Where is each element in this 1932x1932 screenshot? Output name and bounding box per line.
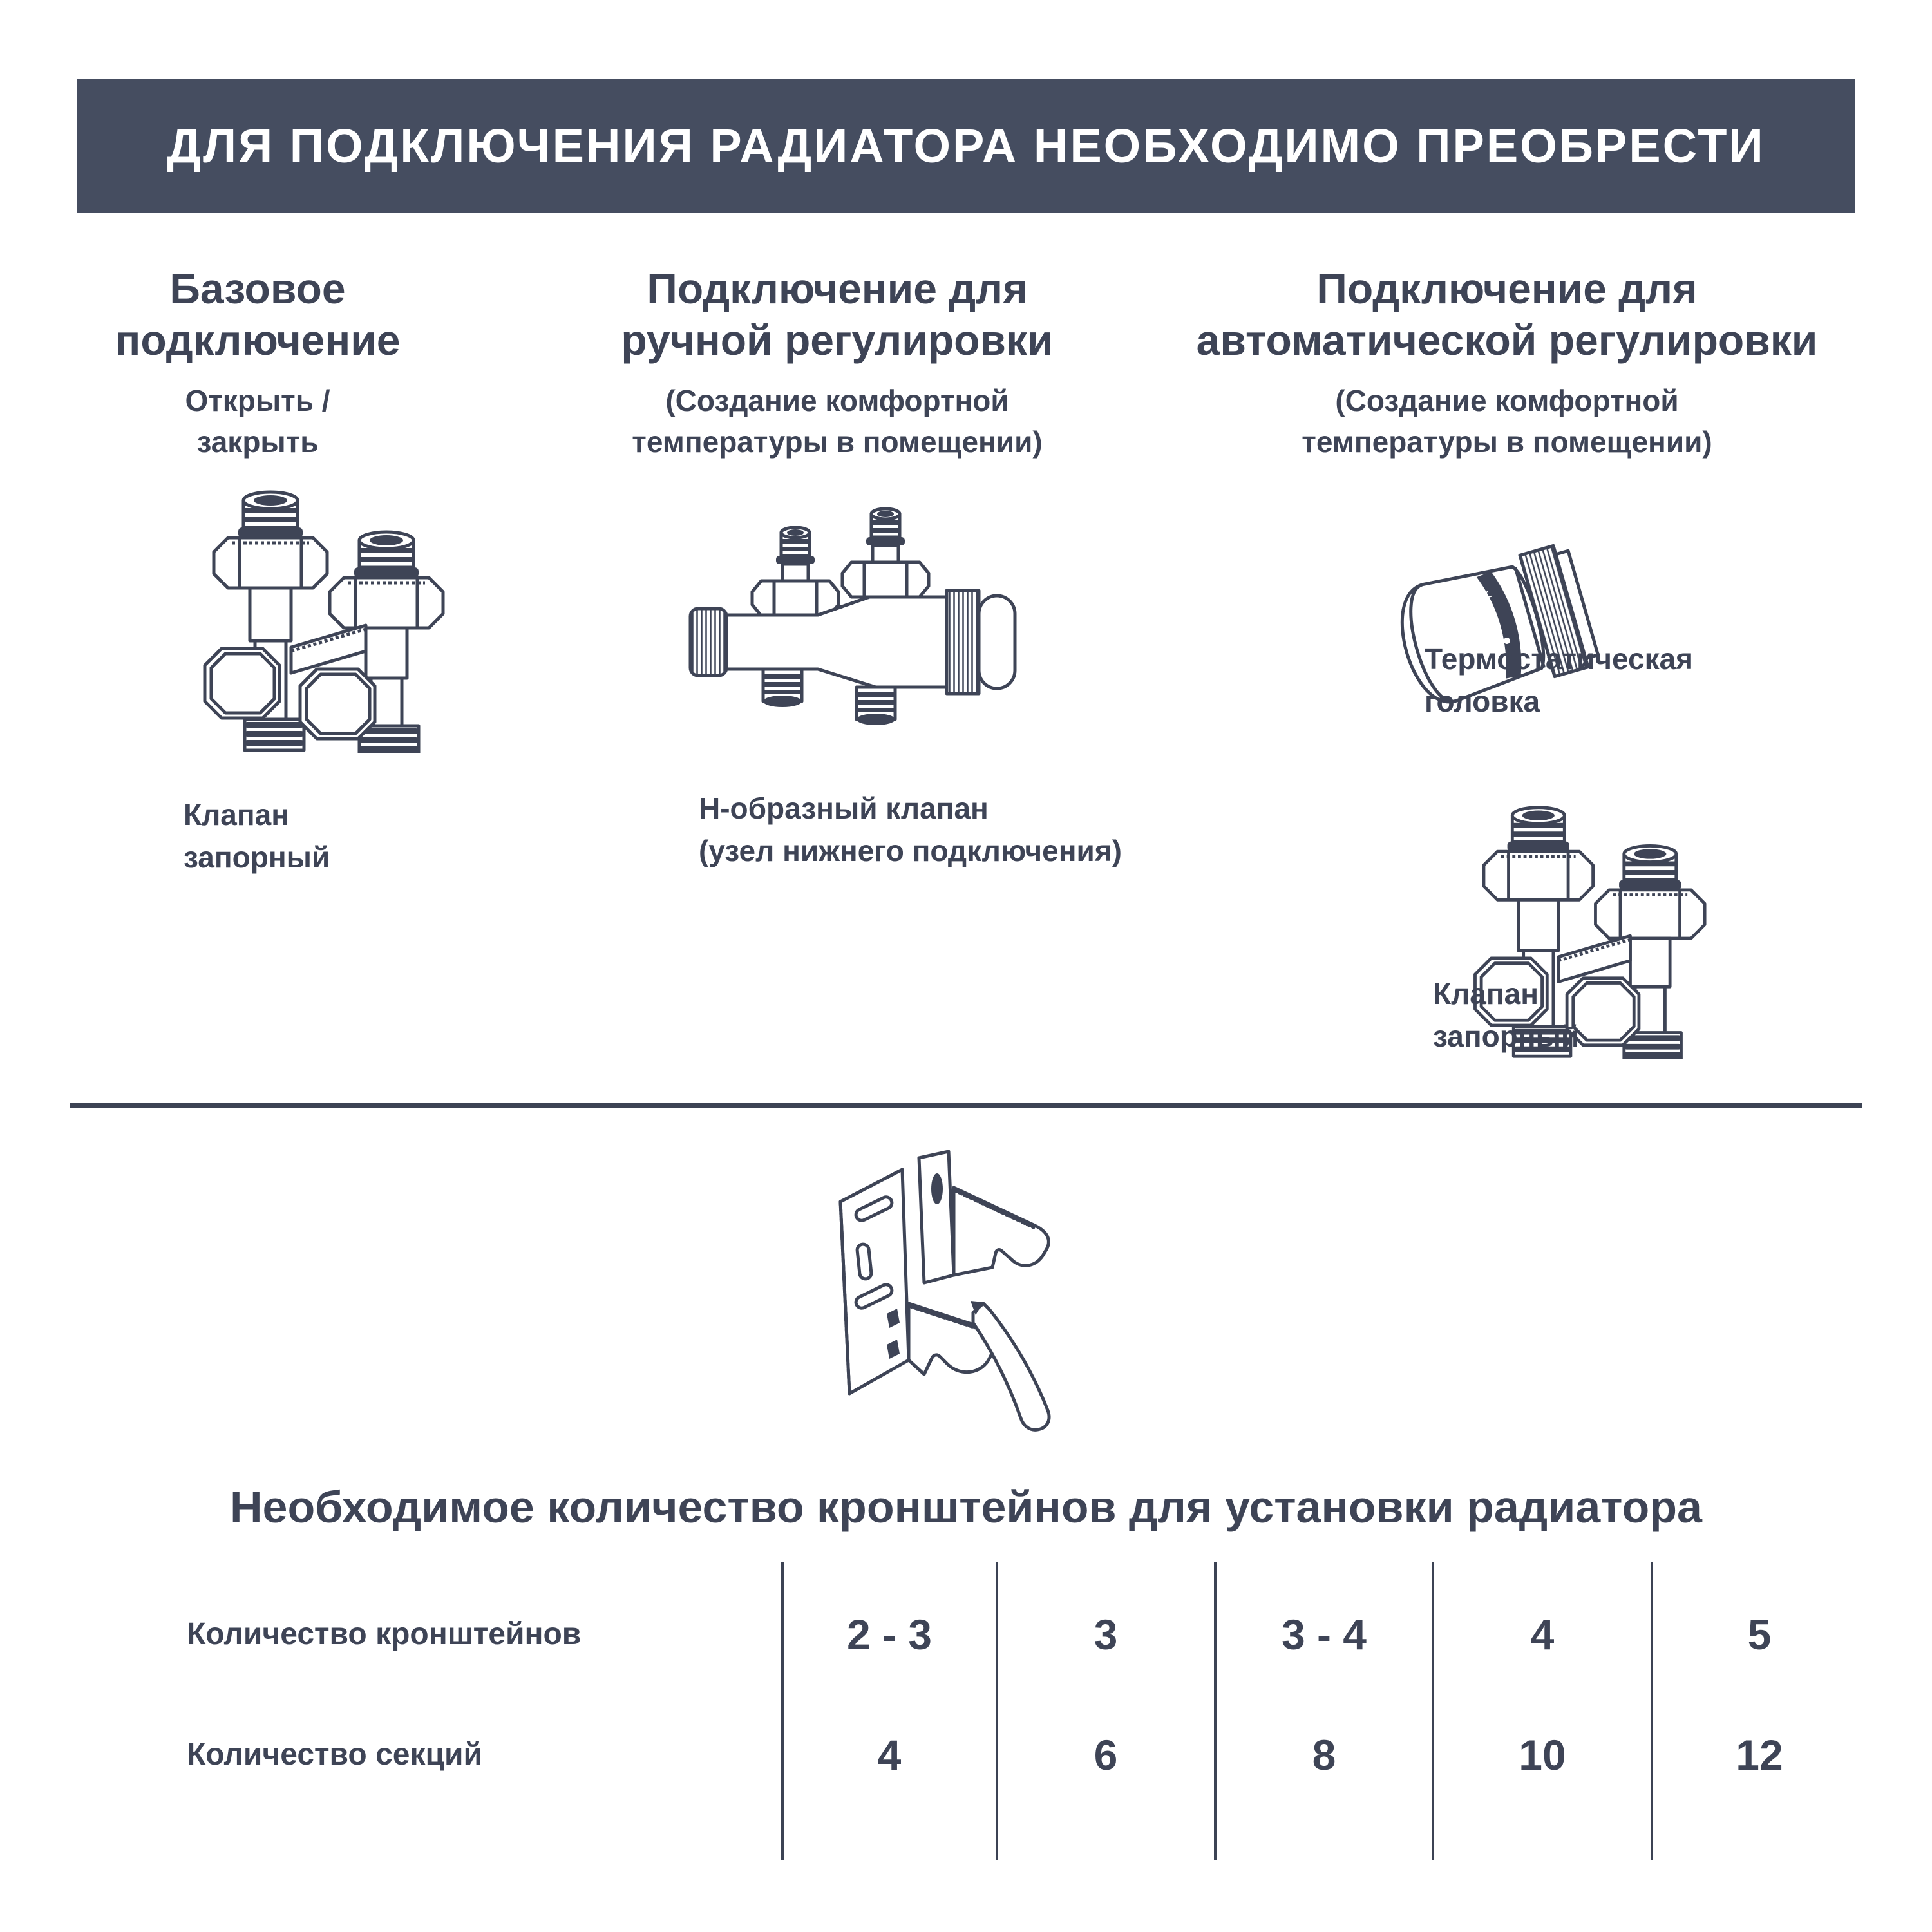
table-column-divider bbox=[1214, 1562, 1217, 1860]
radiator-bracket-icon bbox=[838, 1150, 1051, 1432]
table-column-divider bbox=[781, 1562, 784, 1860]
thermostatic-head-label: Термостатическая головка bbox=[1425, 642, 1694, 718]
h-valve-label: Н-образный клапан (узел нижнего подключе… bbox=[699, 791, 1122, 867]
section-divider bbox=[70, 1103, 1862, 1108]
auto-connection-title: Подключение для автоматической регулиров… bbox=[1196, 265, 1818, 364]
auto-connection-subtitle: (Создание комфортной температуры в помещ… bbox=[1302, 384, 1712, 459]
shutoff-valve-icon bbox=[1473, 806, 1707, 1059]
bracket-count-cell: 4 bbox=[1530, 1611, 1555, 1658]
header-title: ДЛЯ ПОДКЛЮЧЕНИЯ РАДИАТОРА НЕОБХОДИМО ПРЕ… bbox=[167, 118, 1765, 173]
bracket-count-cell: 5 bbox=[1747, 1611, 1772, 1658]
shutoff-valve-label: Клапан запорный bbox=[1433, 977, 1580, 1053]
manual-connection-subtitle: (Создание комфортной температуры в помещ… bbox=[632, 384, 1043, 459]
shutoff-valve-label: Клапан запорный bbox=[184, 798, 330, 874]
table-column-divider bbox=[1432, 1562, 1434, 1860]
section-count-cell: 12 bbox=[1736, 1731, 1783, 1779]
basic-connection-title: Базовое подключение bbox=[115, 265, 401, 364]
bracket-count-cell: 3 bbox=[1094, 1611, 1118, 1658]
section-count-cell: 6 bbox=[1094, 1731, 1118, 1779]
section-count-cell: 8 bbox=[1312, 1731, 1336, 1779]
manual-connection-title: Подключение для ручной регулировки bbox=[621, 265, 1054, 364]
row-label-bracket-count: Количество кронштейнов bbox=[187, 1617, 582, 1651]
basic-connection-subtitle: Открыть / закрыть bbox=[185, 384, 330, 459]
table-column-divider bbox=[1651, 1562, 1653, 1860]
brackets-table-title: Необходимое количество кронштейнов для у… bbox=[230, 1482, 1702, 1532]
section-count-cell: 10 bbox=[1519, 1731, 1566, 1779]
thermostatic-head-icon: ✳ bbox=[1400, 544, 1600, 704]
header-banner: ДЛЯ ПОДКЛЮЧЕНИЯ РАДИАТОРА НЕОБХОДИМО ПРЕ… bbox=[77, 79, 1855, 213]
bracket-count-cell: 3 - 4 bbox=[1281, 1611, 1367, 1658]
section-count-cell: 4 bbox=[877, 1731, 902, 1779]
shutoff-valve-icon bbox=[203, 490, 445, 753]
table-column-divider bbox=[996, 1562, 998, 1860]
bracket-count-cell: 2 - 3 bbox=[846, 1611, 933, 1658]
h-valve-icon bbox=[688, 507, 1017, 725]
row-label-section-count: Количество секций bbox=[187, 1738, 483, 1772]
